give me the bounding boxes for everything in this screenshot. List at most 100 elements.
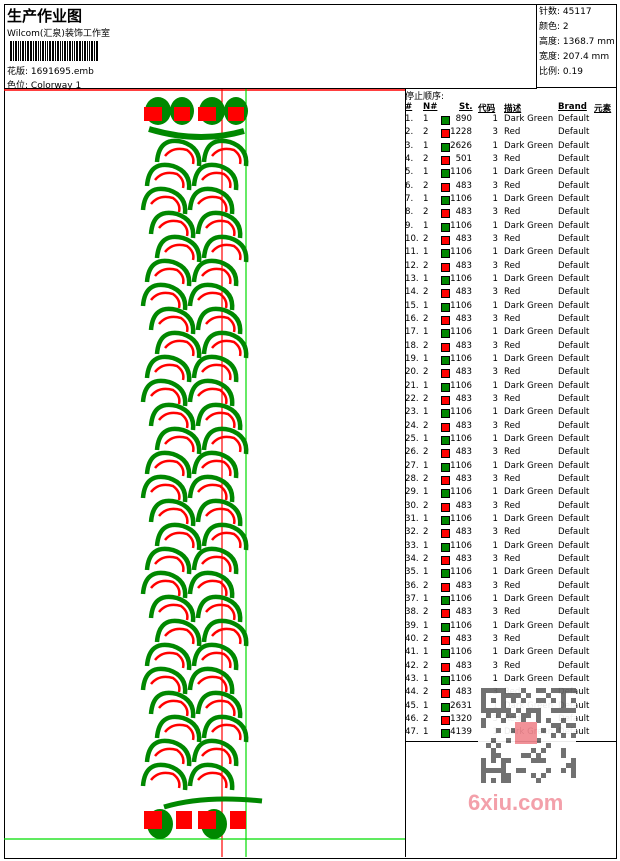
row-needle: 2 bbox=[423, 340, 429, 351]
row-stitches: 483 bbox=[455, 367, 472, 378]
color-swatch bbox=[441, 169, 450, 179]
color-swatch bbox=[441, 155, 450, 165]
row-needle: 2 bbox=[423, 500, 429, 511]
row-needle: 1 bbox=[423, 567, 429, 578]
color-swatch bbox=[441, 129, 450, 139]
stop-row: 25. 1 1106 1 Dark Green Default bbox=[405, 434, 616, 447]
crescent-red bbox=[154, 267, 185, 285]
row-code: 1 bbox=[492, 647, 498, 658]
color-swatch bbox=[441, 662, 450, 672]
row-brand: Default bbox=[558, 540, 590, 551]
stop-row: 18. 2 483 3 Red Default bbox=[405, 341, 616, 354]
col-header-needle: N# bbox=[423, 102, 438, 112]
crescent-motif bbox=[191, 162, 239, 191]
row-description: Red bbox=[504, 153, 521, 164]
row-needle: 1 bbox=[423, 353, 429, 364]
barcode bbox=[10, 41, 124, 61]
stop-row: 38. 2 483 3 Red Default bbox=[405, 607, 616, 620]
row-code: 3 bbox=[492, 447, 498, 458]
row-number: 22. bbox=[405, 393, 419, 404]
barcode-bar bbox=[22, 41, 24, 61]
row-needle: 1 bbox=[423, 727, 429, 738]
color-swatch bbox=[441, 489, 450, 499]
barcode-bar bbox=[27, 41, 29, 61]
barcode-bar bbox=[35, 41, 37, 61]
row-needle: 1 bbox=[423, 513, 429, 524]
row-description: Dark Green bbox=[504, 593, 554, 604]
row-needle: 1 bbox=[423, 407, 429, 418]
barcode-bar bbox=[25, 41, 26, 61]
crescent-red bbox=[150, 483, 181, 501]
row-description: Dark Green bbox=[504, 114, 554, 124]
row-stitches: 483 bbox=[455, 500, 472, 511]
color-swatch bbox=[441, 675, 450, 685]
stop-row: 20. 2 483 3 Red Default bbox=[405, 367, 616, 380]
row-needle: 2 bbox=[423, 420, 429, 431]
barcode-bar bbox=[40, 41, 41, 61]
barcode-bar bbox=[18, 41, 19, 61]
design-label: 花版: bbox=[7, 67, 29, 77]
color-swatch bbox=[441, 195, 450, 205]
row-number: 29. bbox=[405, 487, 419, 498]
crescent-motif bbox=[191, 258, 239, 287]
crescent-motif bbox=[187, 378, 235, 407]
row-stitches: 483 bbox=[455, 580, 472, 591]
row-brand: Default bbox=[558, 167, 590, 178]
row-needle: 2 bbox=[423, 260, 429, 271]
row-brand: Default bbox=[558, 620, 590, 631]
crescent-motif bbox=[148, 690, 196, 719]
crescent-red bbox=[211, 723, 242, 741]
row-description: Red bbox=[504, 340, 521, 351]
color-swatch bbox=[441, 649, 450, 659]
row-stitches: 1106 bbox=[450, 273, 472, 284]
row-code: 1 bbox=[492, 353, 498, 364]
crescent-motif bbox=[201, 522, 249, 551]
crescent-motif bbox=[144, 354, 192, 383]
design-file-value: 1691695.emb bbox=[30, 67, 94, 77]
crescent-motif bbox=[144, 450, 192, 479]
crown-red bbox=[198, 107, 216, 121]
stop-row: 8. 2 483 3 Red Default bbox=[405, 207, 616, 220]
color-swatch bbox=[441, 395, 450, 405]
crescent-red bbox=[197, 195, 228, 213]
barcode-bar bbox=[67, 41, 68, 61]
crescent-red bbox=[158, 507, 189, 525]
row-description: Dark Green bbox=[504, 567, 554, 578]
row-stitches: 1106 bbox=[450, 353, 472, 364]
row-stitches: 1228 bbox=[450, 127, 472, 138]
row-brand: Default bbox=[558, 380, 590, 391]
crescent-motif bbox=[187, 186, 235, 215]
barcode-bar bbox=[79, 41, 81, 61]
row-stitches: 483 bbox=[455, 447, 472, 458]
stop-row: 39. 1 1106 1 Dark Green Default bbox=[405, 621, 616, 634]
row-needle: 1 bbox=[423, 700, 429, 711]
crescent-motif bbox=[154, 522, 202, 551]
row-brand: Default bbox=[558, 220, 590, 231]
row-description: Red bbox=[504, 660, 521, 671]
barcode-bar bbox=[15, 41, 17, 61]
row-brand: Default bbox=[558, 340, 590, 351]
crown-base bbox=[163, 796, 263, 810]
color-swatch bbox=[441, 422, 450, 432]
color-swatch bbox=[441, 689, 450, 699]
crescent-red bbox=[158, 315, 189, 333]
crescent-motif bbox=[154, 714, 202, 743]
stop-row: 33. 1 1106 1 Dark Green Default bbox=[405, 541, 616, 554]
row-needle: 2 bbox=[423, 713, 429, 724]
row-description: Dark Green bbox=[504, 220, 554, 231]
row-description: Dark Green bbox=[504, 487, 554, 498]
crescent-red bbox=[201, 363, 232, 381]
row-description: Red bbox=[504, 553, 521, 564]
crescent-motif bbox=[201, 426, 249, 455]
row-description: Red bbox=[504, 447, 521, 458]
row-number: 37. bbox=[405, 593, 419, 604]
crescent-motif bbox=[195, 210, 243, 239]
crescent-red bbox=[211, 243, 242, 261]
row-brand: Default bbox=[558, 353, 590, 364]
row-number: 7. bbox=[405, 193, 414, 204]
row-number: 28. bbox=[405, 473, 419, 484]
crescent-motif bbox=[201, 618, 249, 647]
barcode-bar bbox=[10, 41, 12, 61]
stop-row: 15. 1 1106 1 Dark Green Default bbox=[405, 301, 616, 314]
row-number: 42. bbox=[405, 660, 419, 671]
